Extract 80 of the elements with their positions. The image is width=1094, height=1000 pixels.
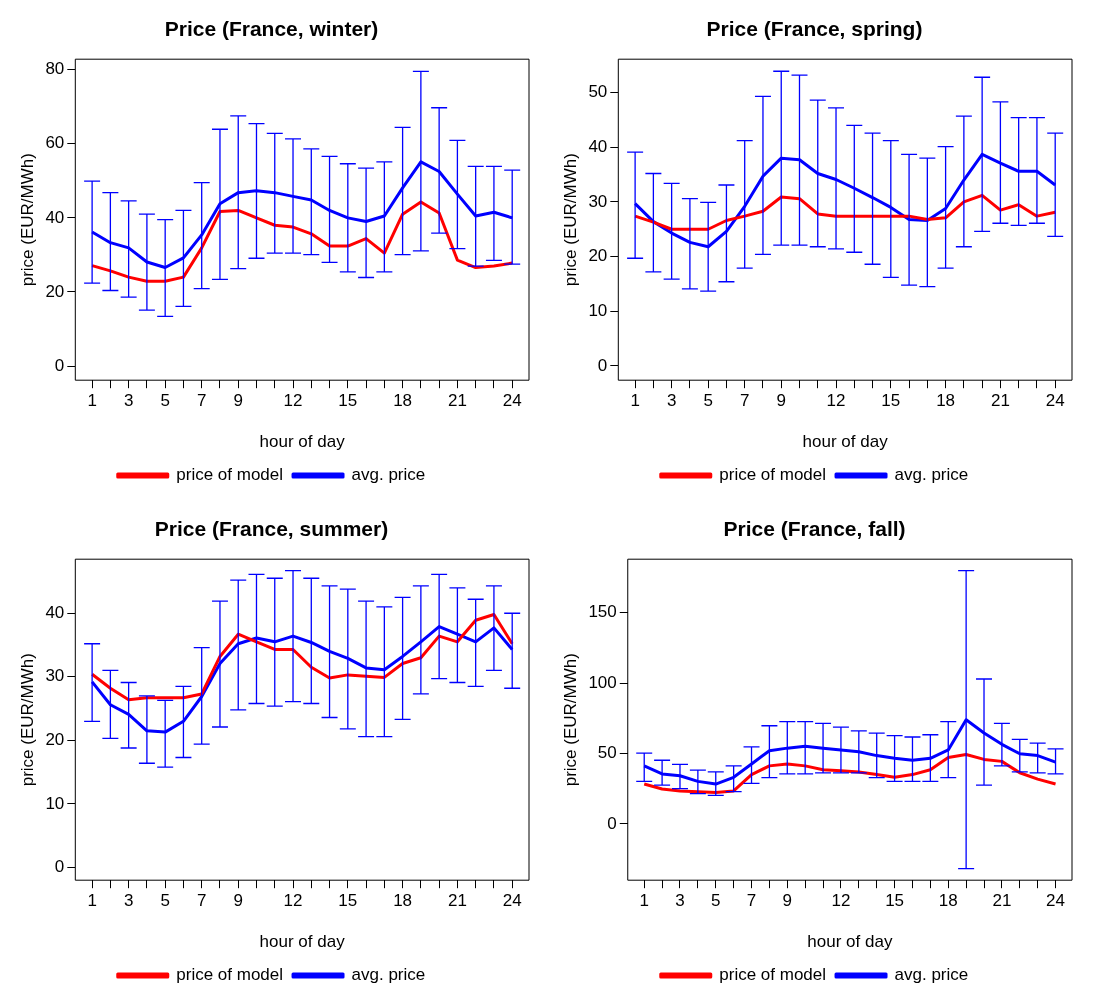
y-tick-label: 10 <box>588 300 608 320</box>
x-tick-label: 1 <box>630 391 640 411</box>
x-tick-label: 9 <box>233 891 243 911</box>
x-tick-label: 18 <box>936 391 956 411</box>
chart-title: Price (France, summer) <box>154 517 389 541</box>
x-tick-label: 1 <box>87 391 97 411</box>
legend-label: avg. price <box>351 465 426 485</box>
y-axis-title: price (EUR/MWh) <box>560 153 580 287</box>
x-tick-label: 24 <box>1046 891 1066 911</box>
x-tick-label: 12 <box>283 891 303 911</box>
x-tick-label: 15 <box>338 891 358 911</box>
x-tick-label: 5 <box>160 391 170 411</box>
x-tick-label: 5 <box>711 891 721 911</box>
x-tick-label: 3 <box>666 391 677 411</box>
x-axis-title: hour of day <box>259 932 346 952</box>
x-tick-label: 21 <box>992 891 1012 911</box>
y-tick-label: 20 <box>45 730 65 750</box>
x-tick-label: 9 <box>776 391 786 411</box>
x-tick-label: 24 <box>502 391 522 411</box>
x-tick-label: 3 <box>123 891 134 911</box>
x-tick-label: 5 <box>160 891 170 911</box>
x-tick-label: 24 <box>502 891 522 911</box>
x-tick-label: 7 <box>746 891 757 911</box>
legend-label: avg. price <box>894 965 969 985</box>
x-tick-label: 5 <box>703 391 713 411</box>
legend-label: price of model <box>719 965 827 985</box>
y-tick-label: 80 <box>45 59 65 79</box>
y-axis-title: price (EUR/MWh) <box>17 653 37 787</box>
x-axis-title: hour of day <box>802 432 889 452</box>
chart-title: Price (France, fall) <box>723 517 906 541</box>
y-tick-label: 30 <box>588 191 608 211</box>
x-tick-label: 15 <box>885 891 905 911</box>
x-tick-label: 9 <box>233 391 243 411</box>
x-tick-label: 12 <box>283 391 303 411</box>
x-tick-label: 21 <box>447 391 467 411</box>
y-tick-label: 40 <box>45 602 65 622</box>
legend-label: price of model <box>176 965 284 985</box>
x-tick-label: 15 <box>338 391 358 411</box>
y-tick-label: 0 <box>597 355 608 375</box>
x-tick-label: 12 <box>826 391 846 411</box>
x-tick-label: 15 <box>881 391 901 411</box>
y-axis-title: price (EUR/MWh) <box>17 153 37 287</box>
y-tick-label: 0 <box>54 355 65 375</box>
legend-label: price of model <box>719 465 827 485</box>
chart-title: Price (France, winter) <box>164 17 379 41</box>
x-tick-label: 3 <box>123 391 134 411</box>
x-tick-label: 9 <box>782 891 793 911</box>
x-tick-label: 21 <box>990 391 1010 411</box>
y-tick-label: 50 <box>588 82 608 102</box>
x-axis-title: hour of day <box>807 932 893 952</box>
x-tick-label: 12 <box>831 891 851 911</box>
y-tick-label: 40 <box>588 136 608 156</box>
x-tick-label: 1 <box>639 891 649 911</box>
y-tick-label: 0 <box>54 857 65 877</box>
x-tick-label: 7 <box>196 391 207 411</box>
x-tick-label: 7 <box>739 391 750 411</box>
x-tick-label: 21 <box>447 891 467 911</box>
x-tick-label: 18 <box>938 891 958 911</box>
x-tick-label: 1 <box>87 891 97 911</box>
x-tick-label: 18 <box>393 891 413 911</box>
y-axis-title: price (EUR/MWh) <box>560 653 580 787</box>
x-tick-label: 3 <box>675 891 685 911</box>
x-axis-title: hour of day <box>259 432 346 452</box>
y-tick-label: 40 <box>45 207 65 227</box>
y-tick-label: 0 <box>607 813 617 833</box>
x-tick-label: 24 <box>1045 391 1065 411</box>
y-tick-label: 100 <box>588 672 617 692</box>
y-tick-label: 50 <box>597 743 617 763</box>
x-tick-label: 7 <box>196 891 207 911</box>
y-tick-label: 60 <box>45 133 65 153</box>
y-tick-label: 150 <box>588 602 617 622</box>
chart-title: Price (France, spring) <box>706 17 923 41</box>
y-tick-label: 20 <box>588 246 608 266</box>
x-tick-label: 18 <box>393 391 413 411</box>
y-tick-label: 20 <box>45 281 65 301</box>
y-tick-label: 10 <box>45 793 65 813</box>
y-tick-label: 30 <box>45 666 65 686</box>
legend-label: price of model <box>176 465 284 485</box>
legend-label: avg. price <box>894 465 969 485</box>
legend-label: avg. price <box>351 965 426 985</box>
